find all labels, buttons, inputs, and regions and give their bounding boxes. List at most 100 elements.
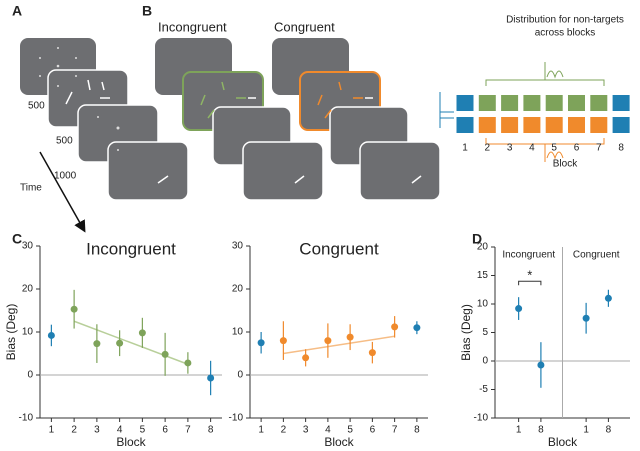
- x-axis-label: Block: [324, 435, 354, 449]
- x-tick-label: 5: [140, 425, 146, 436]
- x-tick-label: 3: [303, 425, 309, 436]
- duration-label: 1000: [54, 171, 77, 182]
- chart-title: Incongruent: [86, 239, 176, 258]
- condition-screens: [155, 38, 441, 201]
- y-tick-label: 20: [22, 284, 34, 295]
- data-point: [257, 339, 265, 347]
- distribution-title: Distribution for non-targets: [506, 15, 624, 26]
- block-label: 6: [574, 143, 580, 154]
- group-label: Congruent: [573, 250, 620, 261]
- group-label: Incongruent: [502, 250, 555, 261]
- panel-label: D: [472, 231, 482, 247]
- x-tick-label: 7: [185, 425, 191, 436]
- block-square: [478, 117, 496, 133]
- x-tick-label: 6: [370, 425, 376, 436]
- data-point: [161, 350, 169, 358]
- time-label: Time: [20, 183, 42, 194]
- block-square: [501, 117, 519, 133]
- x-tick-label: 8: [538, 425, 544, 436]
- timeline-screens: [20, 38, 189, 201]
- y-tick-label: -10: [474, 413, 489, 424]
- y-axis-label: Bias (Deg): [4, 304, 18, 361]
- data-point: [515, 305, 523, 313]
- y-axis-label: Bias (Deg): [459, 304, 473, 361]
- data-point: [93, 340, 101, 348]
- x-tick-label: 2: [71, 425, 77, 436]
- data-point: [537, 361, 545, 369]
- x-tick-label: 8: [606, 425, 612, 436]
- block-square: [568, 117, 585, 133]
- block-square: [545, 95, 563, 111]
- x-tick-label: 7: [392, 425, 398, 436]
- block-square: [568, 95, 585, 111]
- distribution-axis-label: Block: [553, 159, 578, 170]
- data-point: [184, 359, 192, 367]
- block-square: [501, 95, 519, 111]
- block-square: [478, 95, 496, 111]
- duration-label: 500: [56, 136, 73, 147]
- x-tick-label: 1: [516, 425, 522, 436]
- data-point: [116, 339, 124, 347]
- data-point: [346, 333, 354, 341]
- x-tick-label: 3: [94, 425, 100, 436]
- y-tick-label: -5: [479, 384, 488, 395]
- block-square: [590, 117, 608, 133]
- block-label: 7: [596, 143, 602, 154]
- panel-label: B: [142, 3, 152, 19]
- x-tick-label: 1: [258, 425, 264, 436]
- trend-line: [73, 320, 189, 365]
- x-tick-label: 2: [281, 425, 287, 436]
- y-tick-label: 10: [22, 327, 34, 338]
- distribution-title: across blocks: [535, 28, 596, 39]
- x-tick-label: 1: [583, 425, 589, 436]
- data-point: [138, 329, 146, 337]
- y-tick-label: 0: [482, 356, 488, 367]
- x-tick-label: 8: [414, 425, 420, 436]
- data-point: [391, 323, 399, 331]
- y-tick-label: 0: [237, 370, 243, 381]
- data-point: [70, 305, 78, 313]
- data-point: [207, 374, 215, 382]
- block-label: 1: [462, 143, 468, 154]
- x-axis-label: Block: [548, 435, 578, 449]
- block-square: [523, 117, 541, 133]
- x-tick-label: 1: [49, 425, 55, 436]
- y-tick-label: 30: [232, 241, 244, 252]
- distribution-diagram: [439, 62, 605, 162]
- data-point: [47, 331, 55, 339]
- data-point: [368, 349, 376, 357]
- duration-label: 500: [28, 101, 45, 112]
- data-point: [279, 337, 287, 345]
- data-point: [302, 354, 310, 362]
- condition-label: Incongruent: [158, 19, 227, 34]
- y-tick-label: 20: [477, 242, 489, 253]
- block-square: [590, 95, 608, 111]
- y-tick-label: 5: [482, 327, 488, 338]
- block-square: [456, 117, 474, 133]
- data-point: [413, 324, 421, 332]
- x-axis-label: Block: [116, 435, 146, 449]
- block-label: 2: [485, 143, 491, 154]
- y-tick-label: -10: [229, 413, 244, 424]
- data-point: [604, 294, 612, 302]
- block-square: [545, 117, 563, 133]
- x-tick-label: 4: [325, 425, 331, 436]
- block-square: [456, 95, 474, 111]
- condition-label: Congruent: [274, 19, 335, 34]
- block-label: 3: [507, 143, 513, 154]
- data-point: [324, 337, 332, 345]
- significance-label: *: [527, 268, 532, 283]
- x-tick-label: 8: [208, 425, 214, 436]
- y-tick-label: 0: [27, 370, 33, 381]
- y-tick-label: 20: [232, 284, 244, 295]
- y-tick-label: 10: [232, 327, 244, 338]
- block-square: [612, 117, 630, 133]
- y-tick-label: 30: [22, 241, 34, 252]
- y-tick-label: -10: [19, 413, 34, 424]
- time-arrow: [39, 151, 86, 233]
- x-tick-label: 4: [117, 425, 123, 436]
- y-tick-label: 10: [477, 299, 489, 310]
- y-tick-label: 15: [477, 270, 489, 281]
